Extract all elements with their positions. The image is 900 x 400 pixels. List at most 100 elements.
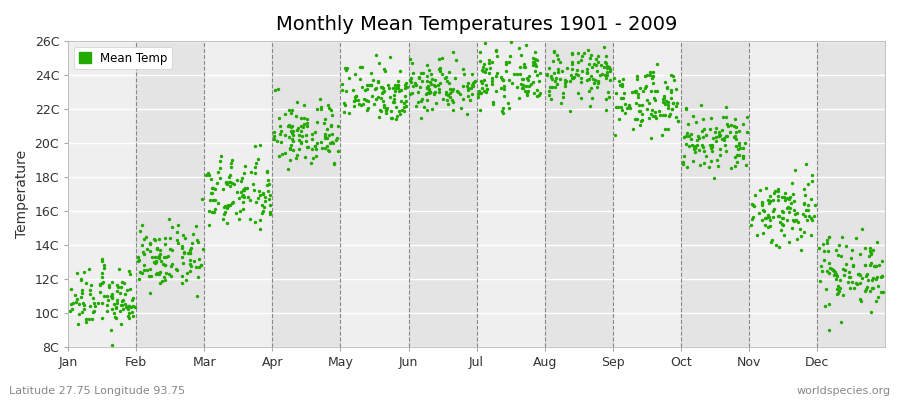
Point <box>615 107 629 114</box>
Point <box>616 76 630 82</box>
Point <box>70 321 85 328</box>
Point <box>527 60 542 67</box>
Point <box>118 290 132 297</box>
Point <box>157 273 171 280</box>
Point <box>133 228 148 234</box>
Point <box>95 256 110 263</box>
Point <box>866 247 880 253</box>
Point <box>832 288 847 294</box>
Point <box>548 78 562 84</box>
Point <box>485 59 500 66</box>
Point <box>423 78 437 85</box>
Point <box>303 160 318 166</box>
Point <box>158 235 172 241</box>
Point <box>716 134 731 141</box>
Point <box>170 240 184 246</box>
Point <box>361 104 375 111</box>
Point <box>364 70 378 77</box>
Point <box>581 61 596 67</box>
Point <box>286 146 301 153</box>
Point <box>212 164 227 171</box>
Point <box>752 210 766 216</box>
Point <box>713 132 727 139</box>
Point <box>339 65 354 71</box>
Point <box>382 53 397 60</box>
Point <box>598 106 613 113</box>
Point <box>369 85 383 92</box>
Point <box>405 60 419 66</box>
Bar <box>273 41 340 347</box>
Point <box>267 87 282 93</box>
Point <box>153 247 167 253</box>
Point <box>77 306 92 312</box>
Point <box>120 286 134 293</box>
Point <box>283 146 297 152</box>
Point <box>726 123 741 129</box>
Point <box>825 266 840 272</box>
Point <box>262 180 276 187</box>
Point <box>221 202 236 209</box>
Point <box>697 126 711 132</box>
Point <box>580 66 594 72</box>
Point <box>357 96 372 102</box>
Point <box>326 140 340 146</box>
Point <box>431 86 446 92</box>
Point <box>863 309 878 315</box>
Point <box>294 128 309 134</box>
Point <box>643 69 657 75</box>
Point <box>703 126 717 132</box>
Point <box>431 66 446 72</box>
Point <box>792 226 806 232</box>
Point <box>451 88 465 95</box>
Point <box>415 78 429 84</box>
Point <box>526 55 540 61</box>
Point <box>136 248 150 255</box>
Point <box>860 284 875 290</box>
Point <box>281 123 295 129</box>
Point <box>222 183 237 189</box>
Point <box>420 73 435 80</box>
Point <box>772 244 787 250</box>
Point <box>472 49 487 55</box>
Point <box>76 269 91 276</box>
Point <box>364 82 378 88</box>
Point <box>461 93 475 100</box>
Point <box>76 287 90 294</box>
Point <box>284 142 298 148</box>
Point <box>330 148 345 154</box>
Point <box>375 84 390 91</box>
Point <box>275 151 290 157</box>
Point <box>684 142 698 148</box>
Point <box>822 234 836 240</box>
Point <box>587 61 601 68</box>
Point <box>325 112 339 118</box>
Point <box>283 133 297 140</box>
Point <box>571 72 585 79</box>
Point <box>327 160 341 166</box>
Point <box>739 161 753 168</box>
Point <box>558 82 572 89</box>
Point <box>656 95 670 101</box>
Point <box>257 198 272 204</box>
Point <box>438 89 453 95</box>
Point <box>443 86 457 92</box>
Point <box>697 160 711 166</box>
Point <box>216 216 230 222</box>
Point <box>83 303 97 310</box>
Point <box>465 82 480 88</box>
Point <box>185 231 200 237</box>
Point <box>724 122 738 128</box>
Point <box>787 191 801 197</box>
Point <box>602 63 616 70</box>
Point <box>289 155 303 162</box>
Point <box>754 199 769 206</box>
Point <box>763 217 778 223</box>
Point <box>420 82 435 89</box>
Point <box>376 88 391 94</box>
Point <box>759 185 773 192</box>
Point <box>582 102 597 109</box>
Point <box>868 263 883 269</box>
Point <box>799 206 814 213</box>
Point <box>647 113 662 119</box>
Point <box>135 242 149 248</box>
